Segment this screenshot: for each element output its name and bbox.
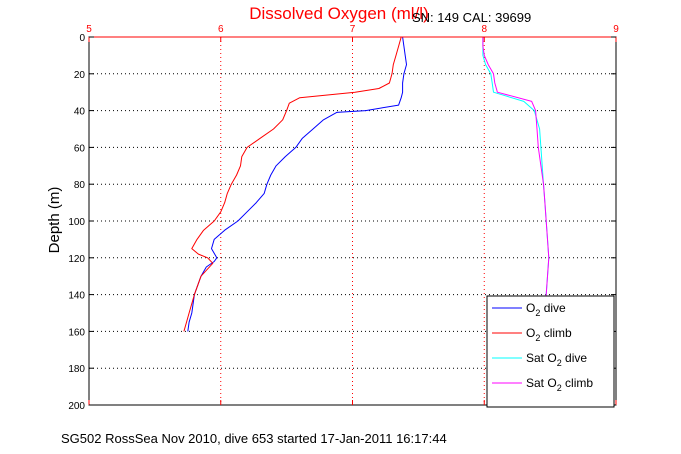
y-tick-label: 80 (74, 180, 86, 191)
legend-label-prefix: O (526, 301, 535, 315)
chart-subtitle: SN: 149 CAL: 39699 (412, 10, 531, 25)
legend-box (486, 295, 615, 408)
x-tick-label: 8 (481, 24, 487, 35)
legend-label: Sat O2 dive (526, 351, 587, 368)
legend-entry: Sat O2 climb (492, 376, 593, 393)
legend-label-subscript: 2 (535, 308, 540, 318)
y-tick-label: 120 (68, 254, 85, 265)
x-tick-label: 7 (350, 24, 356, 35)
x-tick-label: 6 (218, 24, 224, 35)
legend-label: O2 climb (526, 326, 572, 343)
y-tick-label: 40 (74, 107, 86, 118)
legend-label-suffix: climb (562, 376, 594, 390)
y-tick-label: 200 (68, 401, 85, 412)
legend-label-suffix: dive (562, 351, 588, 365)
legend-label-prefix: Sat O (526, 376, 557, 390)
series-line-2 (183, 36, 402, 332)
y-tick-label: 160 (68, 327, 85, 338)
legend-label: O2 dive (526, 301, 566, 318)
axes: 5 6 7 8 9 0 20 40 60 80 100 120 140 160 180 200 (68, 24, 619, 412)
series-line-4 (482, 37, 550, 304)
legend-label-prefix: O (526, 326, 535, 340)
y-tick-label: 20 (74, 70, 86, 81)
y-tick-label: 60 (74, 143, 86, 154)
chart-footer: SG502 RossSea Nov 2010, dive 653 started… (61, 431, 447, 446)
legend-label: Sat O2 climb (526, 376, 593, 393)
legend-label-subscript: 2 (535, 333, 540, 343)
legend-label-subscript: 2 (557, 383, 562, 393)
y-axis-label: Depth (m) (46, 187, 63, 254)
data-series (183, 36, 550, 332)
legend-entry: O2 dive (492, 301, 566, 318)
y-tick-label: 100 (68, 217, 85, 228)
legend-label-suffix: dive (540, 301, 566, 315)
y-tick-label: 0 (79, 33, 85, 44)
chart-title: Dissolved Oxygen (ml/l) (249, 4, 429, 23)
y-tick-label: 140 (68, 291, 85, 302)
x-tick-label: 5 (86, 24, 92, 35)
legend-entry: Sat O2 dive (492, 351, 587, 368)
x-tick-label: 9 (613, 24, 619, 35)
series-line-1 (187, 36, 407, 332)
legend-label-subscript: 2 (557, 358, 562, 368)
grid (89, 37, 616, 405)
legend-label-suffix: climb (540, 326, 572, 340)
y-tick-label: 180 (68, 364, 85, 375)
legend-label-prefix: Sat O (526, 351, 557, 365)
legend-entry: O2 climb (492, 326, 572, 343)
